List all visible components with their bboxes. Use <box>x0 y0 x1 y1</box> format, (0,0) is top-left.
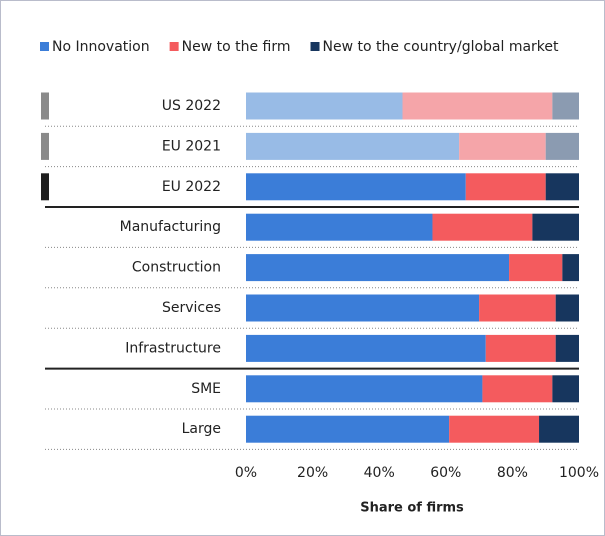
category-label: Services <box>162 300 221 316</box>
bar-segment <box>465 173 546 201</box>
category-label: US 2022 <box>162 98 221 114</box>
category-label: SME <box>191 381 221 397</box>
bar-segment <box>459 132 546 160</box>
bar-segment <box>555 334 579 362</box>
legend-label: New to the firm <box>182 39 291 55</box>
category-label: Infrastructure <box>125 340 221 356</box>
bar-segment <box>246 334 486 362</box>
bar-segment <box>246 92 403 120</box>
x-tick-label: 0% <box>235 465 257 481</box>
x-tick-label: 80% <box>497 465 528 481</box>
row-marker <box>41 92 49 120</box>
x-tick-label: 60% <box>430 465 461 481</box>
bar-segment <box>545 173 579 201</box>
bar-segment <box>509 254 563 282</box>
bar-segment <box>539 415 579 443</box>
bar-segment <box>246 294 480 322</box>
bar-segment <box>555 294 579 322</box>
category-label: EU 2022 <box>162 179 221 195</box>
legend-swatch <box>169 42 179 51</box>
bar-segment <box>449 415 540 443</box>
bar-segment <box>246 173 466 201</box>
bar-segment <box>479 294 556 322</box>
bar-segment <box>432 213 533 241</box>
bar-segment <box>246 415 450 443</box>
bar-segment <box>545 132 579 160</box>
category-label: EU 2021 <box>162 138 221 154</box>
category-label: Construction <box>132 260 221 276</box>
row-marker <box>41 132 49 160</box>
legend-label: No Innovation <box>52 39 150 55</box>
bar-segment <box>246 254 510 282</box>
x-axis-title: Share of firms <box>360 501 464 516</box>
legend-label: New to the country/global market <box>323 39 560 55</box>
bar-segment <box>482 375 553 403</box>
legend-swatch <box>310 42 320 51</box>
bar-segment <box>246 132 460 160</box>
bar-segment <box>562 254 579 282</box>
bar-segment <box>246 375 483 403</box>
bar-segment <box>402 92 553 120</box>
bar-segment <box>552 375 579 403</box>
bar-segment <box>532 213 579 241</box>
legend-swatch <box>40 42 49 51</box>
bar-segment <box>552 92 579 120</box>
x-tick-label: 20% <box>297 465 328 481</box>
category-label: Large <box>182 421 221 437</box>
bar-segment <box>246 213 433 241</box>
category-label: Manufacturing <box>120 219 221 235</box>
row-marker <box>41 173 49 201</box>
bar-segment <box>485 334 556 362</box>
x-tick-label: 100% <box>559 465 599 481</box>
x-tick-label: 40% <box>364 465 395 481</box>
